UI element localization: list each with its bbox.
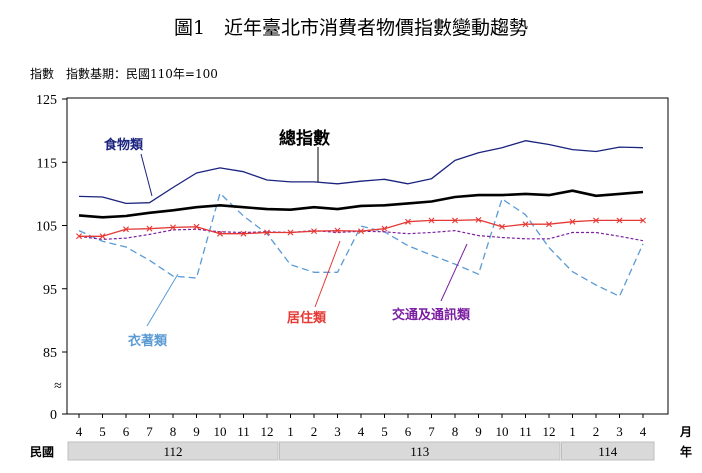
- series-label-transport: 交通及通訊類: [392, 307, 471, 323]
- year-band: [561, 441, 655, 461]
- pointer-transport: [440, 243, 468, 302]
- x-tick-label: 11: [237, 424, 250, 439]
- series-label-total: 總指數: [279, 128, 330, 149]
- year-axis-label: 民國: [30, 445, 54, 459]
- series-label-housing: 居住類: [287, 310, 327, 326]
- data-point-居住類: [99, 233, 106, 240]
- data-point-居住類: [522, 221, 529, 228]
- x-unit-label: 月: [679, 425, 692, 439]
- x-tick-label: 10: [496, 424, 509, 439]
- data-point-居住類: [123, 226, 129, 233]
- year-label: 114: [598, 444, 618, 459]
- data-point-居住類: [358, 228, 364, 235]
- series-line-交通及通訊類: [78, 228, 644, 242]
- x-tick-label: 6: [405, 424, 412, 439]
- x-tick-label: 1: [287, 424, 294, 439]
- x-tick-label: 2: [593, 424, 600, 439]
- x-tick-label: 8: [170, 424, 177, 439]
- y-tick-label: 115: [37, 156, 57, 171]
- plot-area: [66, 97, 669, 415]
- data-point-居住類: [569, 218, 576, 225]
- x-tick-label: 7: [428, 424, 435, 439]
- y-tick-label: 95: [43, 283, 57, 298]
- x-tick-label: 4: [640, 424, 647, 439]
- data-point-居住類: [616, 217, 623, 224]
- x-tick-label: 4: [358, 424, 365, 439]
- x-tick-label: 2: [311, 424, 318, 439]
- data-point-居住類: [381, 225, 388, 232]
- x-tick-label: 1: [569, 424, 576, 439]
- y-tick-label: 125: [36, 93, 57, 108]
- data-point-居住類: [452, 217, 458, 224]
- x-tick-label: 5: [99, 424, 106, 439]
- year-axis: 112 113 114 民國 年: [30, 441, 692, 461]
- x-tick-label: 12: [543, 424, 556, 439]
- x-tick-label: 5: [381, 424, 388, 439]
- data-point-居住類: [76, 233, 82, 240]
- year-band: [279, 441, 561, 461]
- x-tick-label: 9: [193, 424, 200, 439]
- data-point-居住類: [546, 221, 552, 228]
- x-tick-label: 9: [475, 424, 482, 439]
- x-tick-label: 4: [76, 424, 83, 439]
- pointer-housing: [314, 240, 341, 308]
- series-line-衣著類: [78, 192, 644, 297]
- x-tick-label: 6: [123, 424, 130, 439]
- x-tick-label: 11: [519, 424, 532, 439]
- series-label-clothing: 衣著類: [128, 333, 168, 349]
- y-tick-label: 85: [43, 346, 57, 361]
- chart-title: 圖1 近年臺北市消費者物價指數變動趨勢: [174, 17, 528, 39]
- y-tick-label: 0: [50, 408, 57, 423]
- year-band: [67, 441, 279, 461]
- pointer-food: [140, 153, 153, 197]
- data-point-居住類: [311, 228, 317, 235]
- data-point-居住類: [146, 225, 153, 232]
- x-tick-label: 10: [214, 424, 227, 439]
- x-tick-label: 12: [261, 424, 274, 439]
- series-line-居住類: [79, 219, 643, 237]
- data-point-居住類: [170, 224, 176, 231]
- data-point-居住類: [428, 217, 435, 224]
- data-point-居住類: [217, 230, 223, 237]
- chart-subtitle: 指數 指數基期：民國110年=100: [30, 66, 218, 81]
- year-label: 113: [410, 444, 429, 459]
- y-axis: 0 85 95 105 115 125: [36, 93, 67, 423]
- data-point-居住類: [640, 217, 646, 224]
- x-tick-label: 3: [334, 424, 341, 439]
- data-point-居住類: [287, 229, 294, 236]
- data-point-居住類: [264, 229, 270, 236]
- pointer-clothing: [146, 273, 179, 327]
- year-axis-unit: 年: [680, 444, 692, 459]
- y-tick-label: 105: [36, 220, 57, 235]
- data-point-居住類: [499, 223, 505, 230]
- data-point-居住類: [593, 217, 599, 224]
- axis-break-symbol: ≈: [54, 379, 62, 394]
- data-point-居住類: [334, 227, 341, 234]
- x-tick-label: 7: [146, 424, 153, 439]
- series-line-總指數: [78, 189, 644, 219]
- data-point-居住類: [475, 216, 482, 223]
- data-point-居住類: [193, 223, 200, 230]
- data-point-居住類: [240, 230, 247, 237]
- x-tick-label: 3: [616, 424, 623, 439]
- series-line-食物類: [78, 140, 644, 205]
- x-tick-label: 8: [452, 424, 459, 439]
- data-point-居住類: [405, 218, 411, 225]
- axis-break-mark: ≈: [54, 379, 62, 394]
- series-label-food: 食物類: [104, 137, 144, 153]
- series-lines: [76, 140, 646, 297]
- year-label: 112: [163, 444, 182, 459]
- x-axis: 4 5 6 7 8 9 10 11 12 1 2 3 4 5 6 7 8 9 10 11 12 1 2 3 4 月: [76, 414, 692, 439]
